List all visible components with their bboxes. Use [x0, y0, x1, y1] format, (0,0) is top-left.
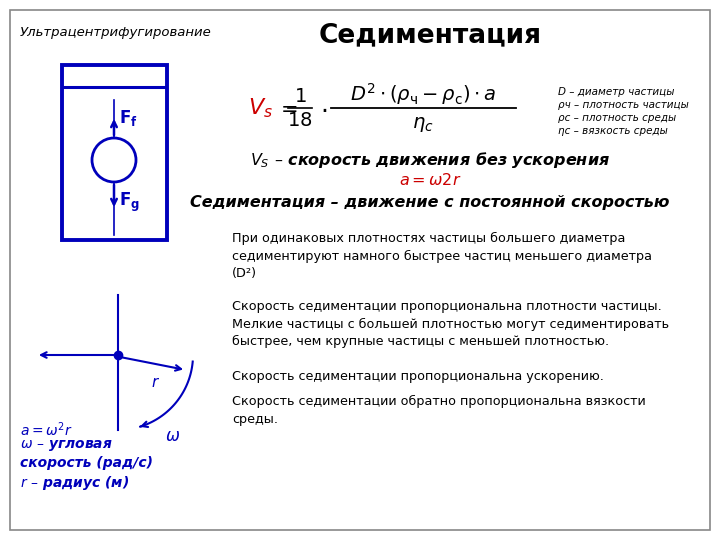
Text: $\mathit{1}$: $\mathit{1}$ — [294, 87, 306, 106]
Text: ηc – вязкость среды: ηc – вязкость среды — [558, 126, 668, 136]
Text: Седиментация: Седиментация — [318, 22, 541, 48]
Text: $\mathbf{\mathit{a = \omega^2 r}}$: $\mathbf{\mathit{a = \omega^2 r}}$ — [20, 420, 73, 438]
Text: $\mathit{18}$: $\mathit{18}$ — [287, 111, 312, 131]
Text: Скорость седиментации обратно пропорциональна вязкости
среды.: Скорость седиментации обратно пропорцион… — [232, 395, 646, 426]
Text: $\mathit{D^2 \cdot (\rho_{\mathit{\rm ч}} - \rho_{\mathit{\rm c}}) \cdot a}$: $\mathit{D^2 \cdot (\rho_{\mathit{\rm ч}… — [350, 81, 496, 107]
Circle shape — [92, 138, 136, 182]
Text: Скорость седиментации пропорциональна плотности частицы.
Мелкие частицы с больше: Скорость седиментации пропорциональна пл… — [232, 300, 669, 348]
Text: $\cdot$: $\cdot$ — [320, 98, 328, 122]
Text: $\mathbf{F_g}$: $\mathbf{F_g}$ — [119, 191, 140, 214]
Text: D – диаметр частицы: D – диаметр частицы — [558, 87, 675, 97]
Bar — [62, 65, 167, 240]
Text: $\mathit{V_s}$: $\mathit{V_s}$ — [248, 96, 273, 120]
Text: $=$: $=$ — [276, 98, 297, 118]
Text: $\mathit{\omega}$ – угловая: $\mathit{\omega}$ – угловая — [20, 438, 113, 453]
Text: $\mathit{\eta_c}$: $\mathit{\eta_c}$ — [412, 114, 434, 133]
Text: При одинаковых плотностях частицы большего диаметра
седиментируют намного быстре: При одинаковых плотностях частицы больше… — [232, 232, 652, 280]
Text: $\mathit{r}$ – радиус (м): $\mathit{r}$ – радиус (м) — [20, 474, 130, 492]
Text: $\mathit{r}$: $\mathit{r}$ — [151, 375, 161, 390]
Text: $\mathit{a = \omega 2r}$: $\mathit{a = \omega 2r}$ — [399, 172, 462, 188]
Text: скорость (рад/с): скорость (рад/с) — [20, 456, 153, 470]
Text: Скорость седиментации пропорциональна ускорению.: Скорость седиментации пропорциональна ус… — [232, 370, 604, 383]
Text: Ультрацентрифугирование: Ультрацентрифугирование — [20, 26, 212, 39]
Text: ρч – плотность частицы: ρч – плотность частицы — [558, 100, 689, 110]
Text: $\mathit{V_S}$ – скорость движения без ускорения: $\mathit{V_S}$ – скорость движения без у… — [250, 150, 610, 170]
Text: Седиментация – движение с постоянной скоростью: Седиментация – движение с постоянной ско… — [190, 195, 670, 210]
Text: $\mathbf{F_f}$: $\mathbf{F_f}$ — [119, 108, 138, 128]
Text: ρc – плотность среды: ρc – плотность среды — [558, 113, 676, 123]
Text: $\mathit{\omega}$: $\mathit{\omega}$ — [166, 427, 181, 445]
